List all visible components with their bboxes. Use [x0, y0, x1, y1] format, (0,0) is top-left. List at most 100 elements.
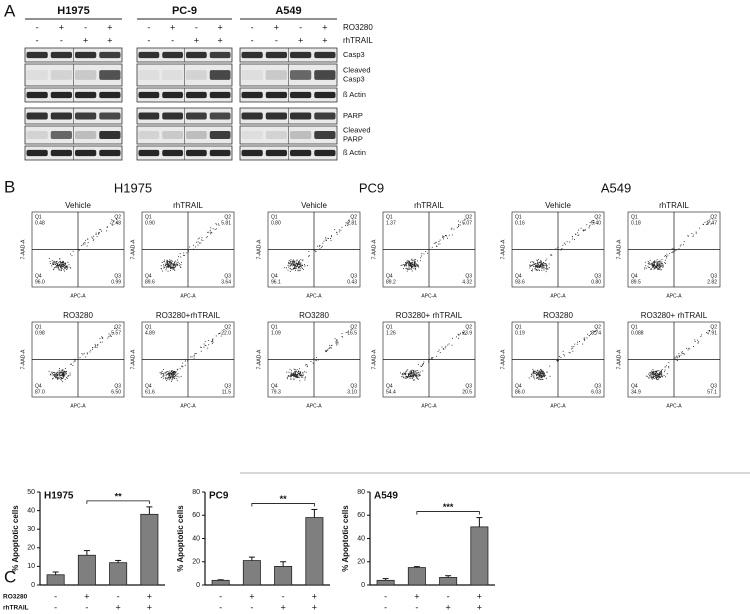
event-dot — [661, 372, 663, 374]
y-axis-label: % Apoptotic cells — [341, 505, 350, 572]
event-dot — [405, 262, 406, 263]
y-tick-label: 40 — [357, 535, 365, 542]
event-dot — [62, 266, 64, 267]
event-dot — [86, 352, 88, 354]
x-axis-label: APC-A — [180, 403, 196, 409]
event-dot — [51, 260, 53, 262]
treatment-sign: - — [299, 22, 302, 32]
event-dot — [654, 370, 656, 372]
event-dot — [409, 374, 410, 376]
event-dot — [172, 266, 174, 268]
event-dot — [540, 266, 542, 268]
event-dot — [540, 375, 542, 377]
event-dot — [537, 267, 539, 269]
event-dot — [60, 266, 61, 268]
blot-band — [162, 149, 183, 157]
event-dot — [172, 374, 173, 376]
event-dot — [456, 336, 457, 338]
event-dot — [72, 250, 74, 252]
event-dot — [64, 379, 66, 381]
event-dot — [576, 343, 578, 345]
event-dot — [289, 262, 291, 264]
group-title: A549 — [601, 180, 631, 195]
event-dot — [60, 266, 61, 268]
blot-band — [186, 112, 207, 120]
event-dot — [325, 236, 327, 238]
event-dot — [407, 262, 409, 264]
event-dot — [164, 267, 166, 268]
blot-band — [99, 131, 121, 139]
event-dot — [445, 346, 447, 347]
event-dot — [671, 251, 673, 253]
y-axis-label: 7-AAD-A — [256, 349, 262, 369]
event-dot — [531, 265, 532, 266]
event-dot — [595, 330, 597, 332]
event-dot — [439, 239, 441, 241]
event-dot — [650, 372, 651, 374]
event-dot — [412, 262, 414, 264]
event-dot — [166, 266, 167, 268]
blot-band — [99, 91, 121, 99]
event-dot — [410, 375, 411, 377]
event-dot — [100, 341, 101, 343]
x-axis-label: APC-A — [666, 293, 682, 299]
event-dot — [410, 370, 412, 372]
event-dot — [534, 372, 536, 374]
event-dot — [201, 237, 203, 239]
event-dot — [411, 270, 413, 272]
event-dot — [288, 266, 290, 268]
event-dot — [411, 266, 412, 268]
event-dot — [410, 269, 412, 270]
event-dot — [646, 375, 648, 377]
event-dot — [555, 248, 557, 250]
event-dot — [578, 229, 579, 231]
plot-title: RO3280 — [299, 311, 329, 320]
event-dot — [166, 259, 168, 261]
event-dot — [656, 371, 657, 372]
event-dot — [442, 348, 444, 349]
blot-band — [241, 51, 263, 59]
event-dot — [54, 376, 56, 377]
event-dot — [538, 265, 540, 267]
event-dot — [291, 263, 293, 265]
event-dot — [164, 372, 166, 374]
event-dot — [661, 374, 663, 376]
blot-band — [209, 51, 231, 59]
event-dot — [53, 263, 55, 265]
quadrant-name: Q3 — [710, 273, 717, 279]
event-dot — [299, 375, 301, 377]
event-dot — [545, 267, 547, 269]
event-dot — [405, 262, 407, 264]
event-dot — [298, 373, 300, 375]
event-dot — [651, 268, 652, 270]
treatment-sign: + — [84, 591, 89, 601]
event-dot — [535, 264, 537, 266]
event-dot — [413, 376, 415, 378]
event-dot — [678, 355, 680, 356]
event-dot — [293, 267, 295, 269]
event-dot — [58, 369, 60, 371]
event-dot — [297, 376, 298, 377]
event-dot — [71, 363, 72, 365]
event-dot — [315, 251, 317, 253]
event-dot — [297, 264, 299, 266]
event-dot — [323, 240, 325, 242]
event-dot — [428, 361, 429, 363]
event-dot — [672, 248, 674, 250]
quadrant-value: 4.32 — [462, 279, 472, 285]
event-dot — [541, 373, 543, 375]
event-dot — [588, 335, 590, 337]
event-dot — [533, 263, 535, 265]
event-dot — [574, 343, 576, 345]
event-dot — [297, 269, 299, 271]
event-dot — [288, 261, 289, 263]
event-dot — [320, 246, 322, 248]
event-dot — [661, 375, 663, 377]
event-dot — [170, 376, 172, 378]
quadrant-value: 86.0 — [515, 389, 525, 395]
event-dot — [659, 373, 661, 375]
event-dot — [677, 360, 678, 361]
event-dot — [412, 372, 414, 374]
event-dot — [543, 262, 545, 263]
event-dot — [658, 378, 660, 380]
